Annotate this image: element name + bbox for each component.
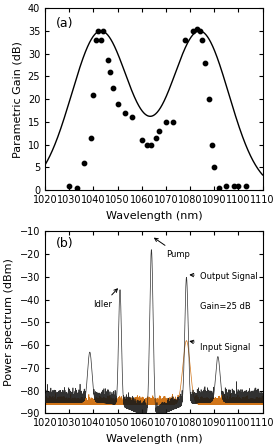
- Point: [74, 184, 79, 191]
- Point: [202, 59, 207, 66]
- Point: [96, 27, 100, 34]
- X-axis label: Wavelength (nm): Wavelength (nm): [105, 434, 202, 444]
- Point: [224, 182, 229, 189]
- Point: [212, 164, 217, 171]
- Point: [93, 36, 98, 43]
- Point: [236, 182, 241, 189]
- Y-axis label: Parametric Gain (dB): Parametric Gain (dB): [12, 41, 22, 158]
- Point: [110, 84, 115, 91]
- Text: Output Signal: Output Signal: [190, 272, 258, 281]
- Point: [101, 27, 105, 34]
- Point: [106, 57, 110, 64]
- Text: Input Signal: Input Signal: [190, 340, 250, 352]
- Text: (a): (a): [56, 17, 73, 30]
- Point: [200, 36, 205, 43]
- Point: [154, 134, 158, 142]
- Point: [108, 68, 112, 75]
- Text: Pump: Pump: [155, 238, 190, 258]
- Point: [171, 118, 175, 125]
- Text: Idler: Idler: [93, 289, 117, 309]
- Point: [144, 141, 149, 148]
- Text: Gain=25 dB: Gain=25 dB: [200, 302, 251, 311]
- Point: [195, 25, 199, 32]
- Point: [198, 27, 202, 34]
- Point: [231, 182, 236, 189]
- Point: [89, 134, 93, 142]
- Point: [140, 137, 144, 144]
- Text: (b): (b): [56, 237, 74, 250]
- Point: [98, 36, 103, 43]
- Point: [130, 114, 134, 121]
- Point: [149, 141, 154, 148]
- Y-axis label: Power spectrum (dBm): Power spectrum (dBm): [4, 258, 14, 386]
- Point: [157, 127, 161, 134]
- Point: [183, 36, 187, 43]
- Point: [190, 27, 195, 34]
- Point: [164, 118, 168, 125]
- Point: [91, 91, 96, 98]
- Point: [122, 109, 127, 116]
- Point: [67, 182, 71, 189]
- Point: [115, 100, 120, 107]
- Point: [81, 159, 86, 166]
- X-axis label: Wavelength (nm): Wavelength (nm): [105, 211, 202, 220]
- Point: [210, 141, 214, 148]
- Point: [207, 95, 212, 103]
- Point: [244, 182, 248, 189]
- Point: [217, 184, 221, 191]
